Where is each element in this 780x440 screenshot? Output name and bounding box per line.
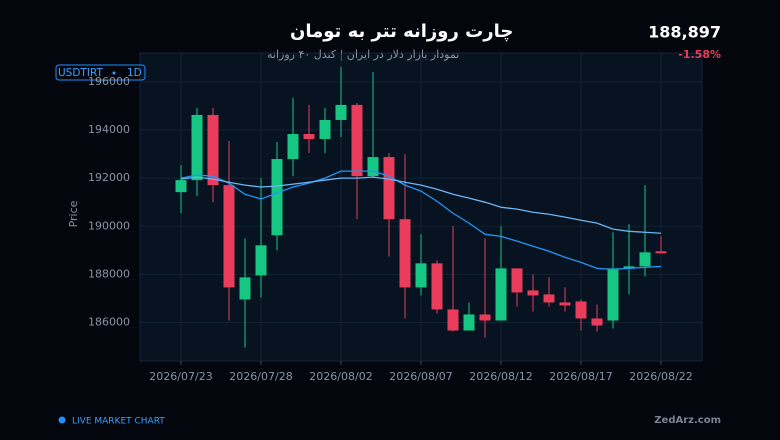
y-tick-label: 192000: [88, 171, 130, 184]
subtitle: نمودار بازار دلار در ایران | کندل ۴۰ روز…: [267, 48, 459, 61]
candle-body: [271, 159, 283, 236]
price: 188,897: [648, 23, 721, 42]
candle-body: [511, 268, 523, 293]
candle-body: [447, 309, 459, 331]
candle-body: [207, 114, 219, 186]
candle-body: [335, 104, 347, 120]
candle-body: [431, 263, 443, 310]
candle-body: [591, 318, 603, 326]
candle-body: [319, 119, 331, 140]
candle-body: [399, 219, 411, 288]
y-tick-label: 186000: [88, 316, 130, 329]
candle-body: [623, 266, 635, 269]
change: -1.58%: [678, 48, 721, 61]
moving-average: [180, 176, 662, 234]
candle-body: [415, 263, 427, 288]
candle-body: [303, 134, 315, 140]
x-tick-label: 2026/08/17: [549, 370, 612, 383]
candle-body: [559, 302, 571, 306]
live-dot: [58, 416, 66, 424]
x-tick-label: 2026/08/02: [309, 370, 372, 383]
y-tick-label: 194000: [88, 123, 130, 136]
candle-body: [495, 268, 507, 321]
candle-body: [287, 134, 299, 160]
candle-body: [383, 157, 395, 220]
interval: 1D: [127, 67, 142, 79]
title: چارت روزانه تتر به تومان: [290, 21, 513, 42]
x-tick-label: 2026/07/28: [229, 370, 292, 383]
symbol: USDTIRT: [58, 67, 103, 79]
y-axis-label: Price: [67, 200, 80, 227]
candle-body: [175, 180, 187, 193]
candle-body: [543, 294, 555, 303]
x-tick-label: 2026/08/22: [629, 370, 692, 383]
candle-body: [255, 245, 267, 276]
separator-dot: [112, 71, 116, 75]
brand: ZedArz.com: [654, 415, 721, 426]
candle-body: [607, 268, 619, 321]
candle-body: [223, 185, 235, 288]
candle-body: [479, 314, 491, 321]
x-tick-label: 2026/08/12: [469, 370, 532, 383]
candle-body: [639, 252, 651, 267]
symbol-badge: [55, 64, 146, 81]
moving-average: [180, 170, 662, 270]
candle-body: [575, 301, 587, 319]
candle-body: [191, 114, 203, 181]
y-tick-label: 196000: [88, 75, 130, 88]
candle-body: [527, 290, 539, 296]
candle-body: [351, 104, 363, 177]
candle-body: [239, 277, 251, 300]
candle-body: [463, 314, 475, 331]
live-label: LIVE MARKET CHART: [72, 417, 165, 427]
y-tick-label: 190000: [88, 219, 130, 232]
x-tick-label: 2026/07/23: [149, 370, 212, 383]
candle-body: [367, 157, 379, 177]
candle-body: [655, 251, 667, 254]
x-tick-label: 2026/08/07: [389, 370, 452, 383]
y-tick-label: 188000: [88, 267, 130, 280]
